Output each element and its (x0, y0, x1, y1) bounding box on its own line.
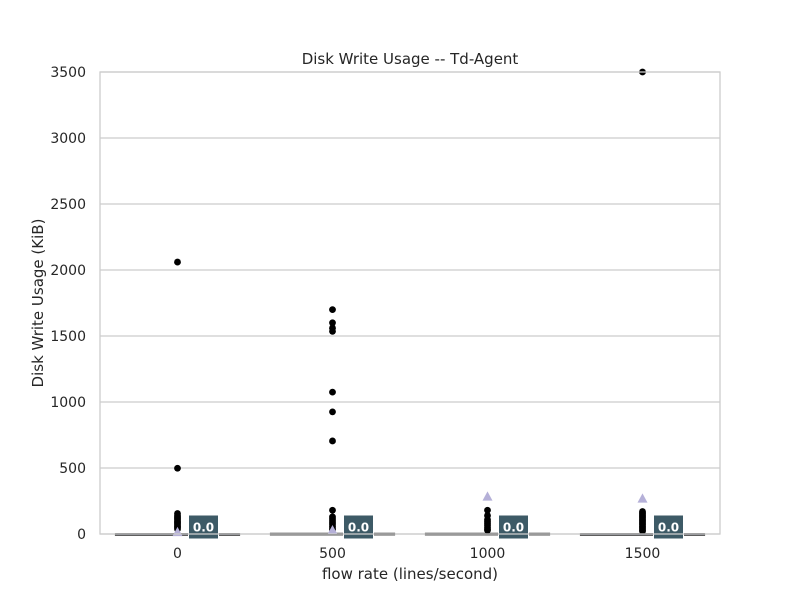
chart-title: Disk Write Usage -- Td-Agent (302, 50, 519, 68)
y-tick-label: 1500 (50, 329, 86, 345)
y-axis-title: Disk Write Usage (KiB) (29, 219, 47, 388)
outlier-point (329, 437, 336, 445)
plot-frame (99, 71, 721, 535)
x-tick-label: 0 (173, 546, 182, 562)
outlier-point (639, 527, 646, 535)
grid (100, 71, 720, 535)
y-tick-label: 2000 (50, 263, 86, 279)
outlier-point (174, 258, 181, 266)
median-badge: 0.0 (188, 514, 219, 540)
y-tick-labels: 0 500 1000 1500 2000 2500 3000 3500 (50, 65, 86, 543)
outlier-point (484, 526, 491, 534)
mean-marker (327, 525, 338, 535)
outlier-point (174, 464, 181, 472)
outlier-point (484, 506, 491, 514)
y-tick-label: 0 (77, 527, 86, 543)
median-badge: 0.0 (498, 514, 529, 540)
median-badge: 0.0 (653, 514, 684, 540)
x-tick-label: 1500 (625, 546, 661, 562)
y-tick-label: 2500 (50, 197, 86, 213)
outlier-point (329, 408, 336, 416)
median-badge-box (188, 514, 219, 540)
median-badge-box (343, 514, 374, 540)
outlier-point (329, 327, 336, 335)
median-badge-label: 0.0 (348, 521, 369, 535)
points: 0.0 0.0 0.0 0.0 (172, 68, 684, 540)
x-tick-labels: 0 500 1000 1500 (173, 546, 660, 562)
median-badge-label: 0.0 (658, 521, 679, 535)
x-axis-title: flow rate (lines/second) (322, 565, 498, 583)
outlier-point (329, 319, 336, 327)
y-tick-label: 3000 (50, 131, 86, 147)
median-badge-box (498, 514, 529, 540)
outlier-point (329, 306, 336, 313)
x-tick-label: 1000 (470, 546, 506, 562)
median-badge: 0.0 (343, 514, 374, 540)
mean-marker (482, 491, 493, 501)
median-badge-box (653, 514, 684, 540)
outlier-point (329, 506, 336, 514)
y-tick-label: 3500 (50, 65, 86, 81)
y-tick-label: 1000 (50, 395, 86, 411)
mean-marker (637, 493, 648, 503)
mean-marker (172, 526, 183, 537)
y-tick-label: 500 (59, 461, 86, 477)
outlier-point (329, 388, 336, 396)
median-badge-label: 0.0 (503, 521, 524, 535)
median-badge-label: 0.0 (193, 521, 214, 535)
x-tick-label: 500 (319, 546, 346, 562)
